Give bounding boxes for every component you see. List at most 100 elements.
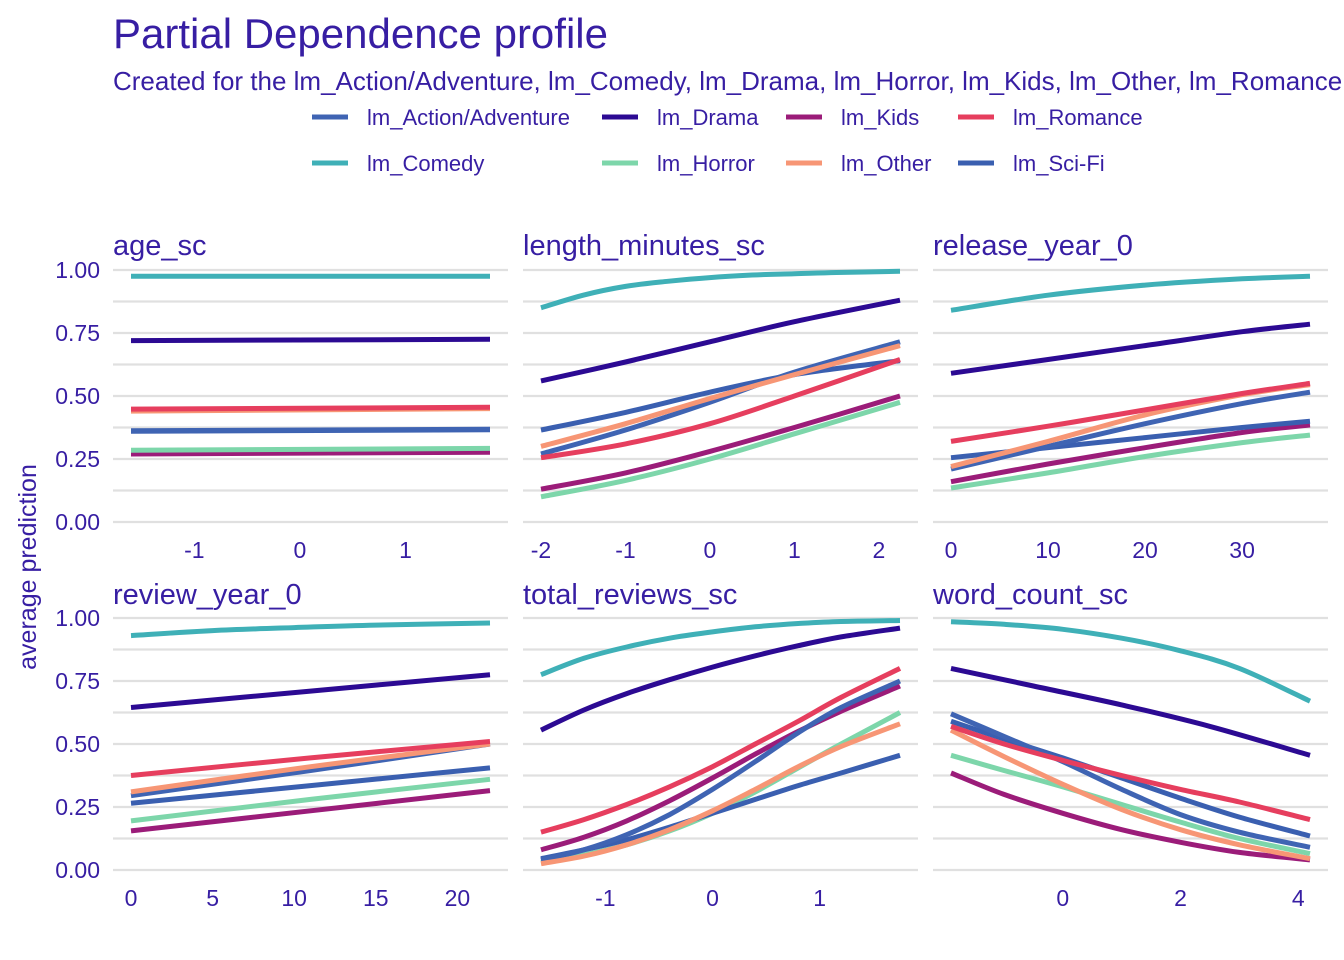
y-tick-label: 0.00 — [55, 857, 100, 883]
series-line-lm-drama — [539, 625, 901, 733]
legend-label: lm_Comedy — [367, 151, 484, 176]
series-line-lm-romance — [540, 666, 902, 835]
series-line-lm-other — [949, 727, 1311, 862]
legend: lm_Action/Adventure lm_Drama lm_Kids lm_Rom… — [312, 105, 1143, 176]
series-line-lm-romance — [950, 380, 1311, 444]
x-tick-label: 4 — [1292, 885, 1305, 911]
series-line-lm-action-adventure — [130, 426, 491, 434]
series-line-lm-other — [540, 343, 901, 449]
legend-item-lm-action-adventure: lm_Action/Adventure — [312, 105, 570, 130]
series-line-lm-comedy — [950, 273, 1311, 313]
series-line-lm-horror — [540, 710, 902, 865]
x-tick-label: 0 — [1056, 885, 1069, 911]
series-line-lm-comedy — [540, 618, 901, 678]
series-line-lm-romance — [950, 724, 1311, 823]
x-tick-label: 0 — [704, 537, 717, 563]
panel-review-year-0: review_year_0 0.00 0.25 0.50 0.75 1.00 0 5 10 15 2… — [55, 579, 508, 911]
legend-label: lm_Action/Adventure — [367, 105, 570, 130]
x-tick-label: 10 — [1035, 537, 1061, 563]
chart-title: Partial Dependence profile — [113, 10, 608, 57]
series-line-lm-action-adventure — [540, 339, 901, 457]
x-tick-label: -2 — [531, 537, 551, 563]
series-line-lm-comedy — [540, 268, 901, 311]
legend-item-lm-horror: lm_Horror — [602, 151, 755, 176]
series-line-lm-romance — [130, 404, 491, 412]
panel-strip-label: release_year_0 — [933, 230, 1133, 262]
y-axis-label: average prediction — [14, 464, 42, 670]
legend-label: lm_Romance — [1013, 105, 1143, 130]
y-tick-label: 1.00 — [55, 605, 100, 631]
legend-label: lm_Sci-Fi — [1013, 151, 1105, 176]
x-tick-label: 0 — [125, 885, 138, 911]
series-line-lm-drama — [950, 665, 1311, 758]
panel-strip-label: word_count_sc — [932, 579, 1128, 611]
panel-word-count-sc: word_count_sc 0 2 4 — [932, 579, 1328, 911]
x-tick-label: 10 — [281, 885, 307, 911]
x-tick-label: 15 — [363, 885, 389, 911]
x-tick-label: 20 — [445, 885, 471, 911]
series-line-lm-kids — [540, 683, 901, 853]
x-tick-label: -1 — [184, 537, 204, 563]
series-line-lm-comedy — [130, 620, 491, 639]
legend-item-lm-other: lm_Other — [786, 151, 931, 176]
series-line-lm-drama — [950, 321, 1311, 376]
series-line-lm-horror — [950, 432, 1311, 491]
legend-item-lm-sci-fi: lm_Sci-Fi — [958, 151, 1105, 176]
y-tick-label: 0.25 — [55, 794, 100, 820]
x-tick-label: 20 — [1132, 537, 1158, 563]
facet-panels: age_sc0.000.250.500.751.00-1 0 1length_min… — [55, 230, 1328, 911]
series-line-lm-kids — [130, 788, 491, 834]
series-line-lm-drama — [130, 672, 491, 710]
series-line-lm-action-adventure — [540, 678, 902, 863]
series-line-lm-kids — [950, 770, 1311, 863]
panel-strip-label: age_sc — [113, 230, 207, 262]
panel-length-minutes-sc: length_minutes_sc -2 -1 0 1 2 — [523, 230, 918, 563]
series-line-lm-romance — [130, 739, 491, 778]
y-tick-label: 0.25 — [55, 446, 100, 472]
x-tick-label: 2 — [872, 537, 885, 563]
panel-strip-label: review_year_0 — [113, 579, 302, 611]
chart-subtitle: Created for the lm_Action/Adventure, lm_… — [113, 66, 1344, 96]
panel-strip-label: total_reviews_sc — [523, 579, 737, 611]
x-tick-label: 30 — [1229, 537, 1255, 563]
series-line-lm-horror — [130, 776, 491, 824]
x-tick-label: -1 — [615, 537, 635, 563]
series-line-lm-horror — [540, 399, 901, 500]
x-tick-label: 0 — [945, 537, 958, 563]
series-line-lm-action-adventure — [950, 711, 1311, 850]
x-tick-label: 5 — [206, 885, 219, 911]
panel-total-reviews-sc: total_reviews_sc -1 0 1 — [523, 579, 918, 911]
series-line-lm-action-adventure — [950, 389, 1311, 472]
panel-strip-label: length_minutes_sc — [523, 230, 765, 262]
x-tick-label: 1 — [788, 537, 801, 563]
series-line-lm-comedy — [950, 619, 1312, 704]
y-tick-label: 0.75 — [55, 320, 100, 346]
panel-release-year-0: release_year_0 0 10 20 30 — [933, 230, 1328, 563]
legend-label: lm_Horror — [657, 151, 755, 176]
legend-label: lm_Kids — [841, 105, 919, 130]
x-tick-label: 0 — [294, 537, 307, 563]
panel-age-sc: age_sc 0.00 0.25 0.50 0.75 1.00 -1 0 1 — [55, 230, 508, 563]
y-tick-label: 0.00 — [55, 509, 100, 535]
y-tick-label: 0.75 — [55, 668, 100, 694]
series-line-lm-kids — [540, 393, 901, 492]
legend-item-lm-comedy: lm_Comedy — [312, 151, 484, 176]
x-tick-label: 0 — [706, 885, 719, 911]
legend-item-lm-romance: lm_Romance — [958, 105, 1143, 130]
x-tick-label: 1 — [399, 537, 412, 563]
legend-item-lm-kids: lm_Kids — [786, 105, 919, 130]
legend-item-lm-drama: lm_Drama — [602, 105, 759, 130]
y-tick-label: 0.50 — [55, 731, 100, 757]
series-line-lm-other — [130, 741, 491, 795]
y-tick-label: 1.00 — [55, 257, 100, 283]
series-line-lm-sci-fi — [130, 765, 491, 806]
legend-label: lm_Other — [841, 151, 931, 176]
x-tick-label: -1 — [595, 885, 615, 911]
series-line-lm-kids — [130, 449, 491, 457]
legend-label: lm_Drama — [657, 105, 759, 130]
x-tick-label: 2 — [1174, 885, 1187, 911]
series-line-lm-romance — [540, 357, 901, 461]
series-line-lm-drama — [540, 297, 901, 384]
series-line-lm-sci-fi — [540, 358, 901, 433]
